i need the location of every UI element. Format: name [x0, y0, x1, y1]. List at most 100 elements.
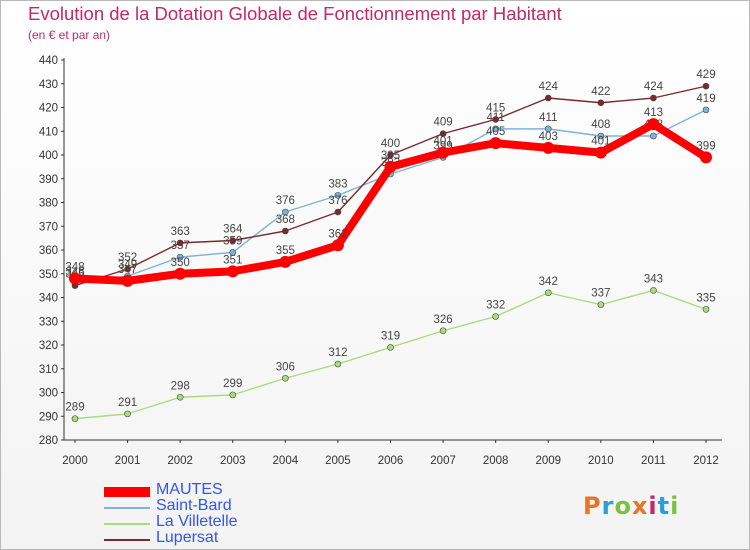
- data-point: [489, 137, 502, 150]
- x-tick-label: 2002: [167, 455, 193, 467]
- data-point: [176, 239, 184, 247]
- data-label: 429: [696, 69, 715, 81]
- data-point: [121, 274, 134, 287]
- data-label: 343: [644, 273, 663, 285]
- data-label: 408: [591, 119, 610, 131]
- data-label: 400: [381, 138, 400, 150]
- data-label: 352: [118, 252, 137, 264]
- data-label: 289: [65, 402, 84, 414]
- data-label: 415: [486, 102, 505, 114]
- data-label: 363: [171, 226, 190, 238]
- y-tick-label: 280: [39, 435, 58, 447]
- logo-letter: i: [670, 492, 680, 520]
- data-point: [594, 146, 607, 159]
- x-tick-label: 2001: [115, 455, 141, 467]
- data-point: [597, 301, 605, 308]
- data-point: [387, 344, 394, 351]
- data-label: 355: [276, 245, 295, 257]
- data-label: 319: [381, 330, 400, 342]
- data-point: [334, 360, 342, 368]
- data-point: [229, 249, 237, 256]
- data-point: [282, 374, 289, 382]
- data-point: [124, 265, 131, 273]
- data-label: 342: [539, 276, 558, 288]
- data-label: 395: [381, 150, 400, 162]
- x-tick-label: 2000: [62, 455, 88, 467]
- y-tick-label: 420: [39, 103, 58, 115]
- data-point: [334, 192, 342, 199]
- data-point: [437, 146, 450, 159]
- x-tick-label: 2005: [325, 455, 351, 467]
- legend-label: La Villetelle: [156, 513, 238, 530]
- legend-label: Lupersat: [156, 529, 219, 546]
- data-label: 299: [223, 378, 242, 390]
- logo-letter: r: [601, 492, 615, 520]
- x-tick-label: 2007: [430, 455, 456, 467]
- series-line-lupersat: [74, 85, 707, 287]
- legend-label: Saint-Bard: [156, 497, 232, 514]
- data-label: 298: [171, 380, 190, 392]
- y-tick-label: 320: [39, 340, 58, 352]
- data-label: 411: [539, 112, 557, 124]
- data-label: 424: [539, 81, 559, 93]
- data-point: [544, 289, 552, 297]
- x-tick-label: 2003: [220, 455, 246, 467]
- chart-subtitle: (en € et par an): [28, 28, 111, 42]
- logo-letter: x: [631, 492, 649, 520]
- data-label: 405: [486, 126, 505, 138]
- data-label: 422: [591, 86, 610, 98]
- data-point: [650, 94, 657, 102]
- data-label: 424: [644, 81, 664, 93]
- data-point: [176, 393, 184, 401]
- logo-letter: i: [648, 492, 658, 520]
- x-tick-label: 2012: [693, 455, 719, 467]
- data-point: [647, 118, 660, 131]
- data-label: 399: [696, 140, 715, 152]
- data-point: [124, 410, 131, 418]
- y-tick-label: 390: [39, 174, 58, 186]
- x-tick-label: 2011: [641, 455, 666, 467]
- data-label: 335: [696, 292, 715, 304]
- x-tick-label: 2006: [378, 455, 404, 467]
- series-line-la-villetelle: [74, 289, 707, 420]
- data-point: [282, 227, 289, 235]
- proxiti-logo: Proxiti: [583, 492, 679, 520]
- y-tick-label: 310: [39, 364, 58, 376]
- data-point: [279, 255, 292, 268]
- data-point: [69, 272, 81, 285]
- legend-item: Lupersat: [104, 529, 364, 548]
- y-tick-label: 440: [39, 55, 58, 67]
- legend-item: MAUTES: [104, 481, 364, 500]
- legend-label: MAUTES: [156, 481, 223, 498]
- legend-item: La Villetelle: [104, 513, 364, 532]
- data-label: 291: [118, 397, 137, 409]
- y-tick-label: 410: [39, 126, 58, 138]
- data-point: [650, 287, 657, 294]
- data-label: 364: [223, 224, 243, 236]
- chart-title: Evolution de la Dotation Globale de Fonc…: [28, 3, 562, 24]
- data-point: [702, 106, 710, 114]
- data-label: 413: [644, 107, 663, 119]
- y-tick-label: 360: [39, 245, 58, 257]
- data-point: [702, 82, 710, 90]
- y-tick-label: 330: [39, 316, 58, 328]
- data-point: [331, 239, 344, 252]
- data-point: [700, 151, 712, 164]
- x-tick-label: 2010: [588, 455, 614, 467]
- chart-legend: MAUTES Saint-Bard La Villetelle Lupersat: [104, 481, 364, 548]
- data-label: 347: [118, 264, 137, 276]
- data-point: [650, 132, 657, 140]
- y-tick-label: 370: [39, 221, 58, 233]
- data-point: [597, 132, 605, 140]
- data-point: [226, 265, 239, 278]
- logo-letter: t: [657, 492, 671, 520]
- data-point: [544, 94, 552, 102]
- data-point: [229, 237, 237, 244]
- y-tick-label: 340: [39, 293, 58, 305]
- data-point: [176, 253, 184, 261]
- y-tick-label: 380: [39, 198, 58, 210]
- data-label: 362: [328, 228, 347, 240]
- data-label: 332: [486, 300, 505, 312]
- data-label: 350: [171, 257, 190, 269]
